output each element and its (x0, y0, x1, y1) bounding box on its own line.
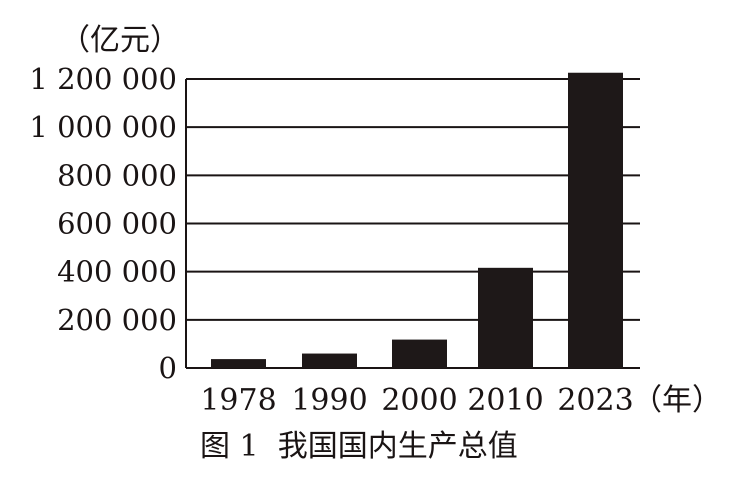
y-tick-label: 800 000 (57, 158, 177, 192)
x-tick-label: 2010 (467, 383, 543, 418)
x-tick-label: 1978 (200, 383, 276, 418)
bar-1978 (211, 359, 266, 368)
y-axis-unit-label: （亿元） (60, 23, 180, 58)
x-tick-label: 2000 (381, 383, 457, 418)
y-tick-label: 1 200 000 (29, 62, 177, 96)
y-tick-label: 0 (159, 351, 177, 385)
x-axis-unit-label: （年） (632, 383, 722, 418)
bar-2000 (392, 339, 447, 368)
bar-1990 (302, 353, 357, 368)
y-tick-label: 400 000 (57, 255, 177, 289)
y-tick-label: 600 000 (57, 207, 177, 241)
y-tick-label: 200 000 (57, 303, 177, 337)
bar-2010 (478, 267, 533, 368)
chart-title: 图 1 我国国内生产总值 (200, 429, 518, 464)
bar-2023 (568, 72, 623, 368)
x-tick-label: 1990 (291, 383, 367, 418)
y-tick-label: 1 000 000 (29, 110, 177, 144)
x-tick-label: 2023 (557, 383, 633, 418)
